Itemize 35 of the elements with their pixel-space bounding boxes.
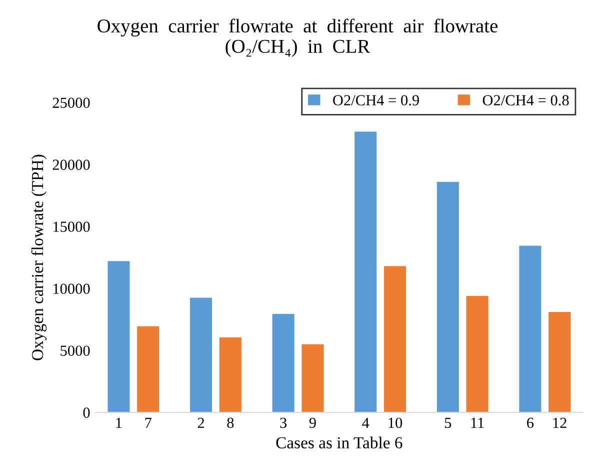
x-tick-label: 8	[227, 418, 234, 428]
legend-label: O2/CH4 = 0.9	[333, 95, 419, 106]
legend-label: O2/CH4 = 0.8	[482, 95, 569, 106]
bar	[137, 326, 160, 412]
bar	[272, 314, 294, 412]
x-tick-label: 9	[309, 418, 316, 428]
x-tick-label: 4	[362, 418, 370, 428]
y-tick-label: 20000	[52, 160, 90, 170]
x-tick-label: 11	[471, 418, 484, 428]
bar	[548, 312, 571, 412]
x-tick-label: 12	[553, 418, 566, 428]
x-axis-title: Cases as in Table 6	[276, 436, 402, 448]
chart-title: Oxygen carrier flowrate at different air flowrate (O₂/CH₄) in CLR	[98, 18, 498, 57]
bar	[190, 298, 212, 412]
x-tick-label: 10	[388, 418, 402, 428]
bar	[466, 296, 488, 412]
y-axis-title: Oxygen carrier flowrate (TPH)	[31, 154, 47, 360]
y-tick-label: 25000	[52, 98, 90, 108]
bar	[354, 132, 377, 412]
x-tick-label: 3	[280, 418, 287, 428]
y-tick-label: 5000	[60, 346, 90, 356]
bar	[519, 246, 542, 412]
bar	[219, 337, 242, 412]
y-tick-label: 10000	[53, 284, 90, 294]
x-tick-label: 5	[444, 418, 452, 428]
x-tick-label: 2	[198, 418, 204, 428]
x-tick-label: 6	[527, 418, 534, 428]
x-tick-label: 7	[145, 418, 152, 428]
y-tick-label: 15000	[53, 222, 90, 232]
x-tick-label: 1	[116, 418, 122, 428]
y-tick-label: 0	[83, 408, 90, 418]
bar	[108, 261, 130, 412]
bar	[436, 182, 459, 412]
bar	[384, 266, 406, 412]
bar	[302, 344, 324, 412]
